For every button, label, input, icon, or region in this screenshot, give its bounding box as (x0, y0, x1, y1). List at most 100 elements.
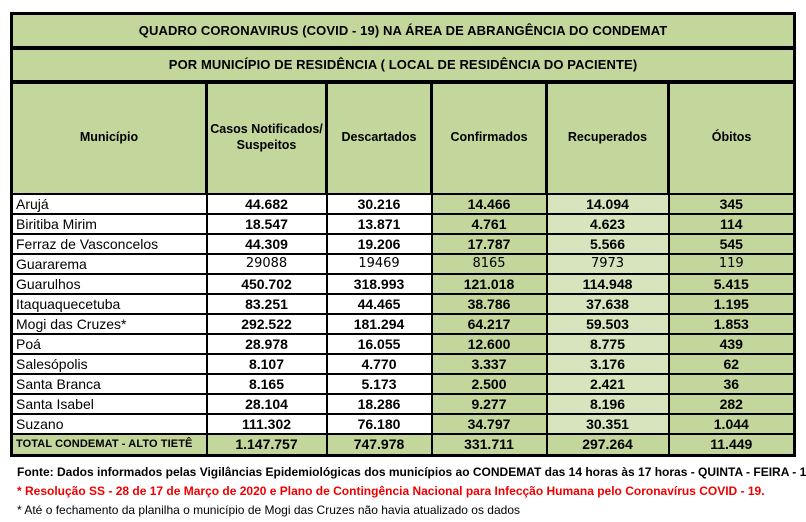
cell-notificados: 450.702 (205, 272, 328, 295)
cell-descartados: 5.173 (325, 372, 433, 395)
cell-notificados: 29088 (205, 252, 328, 275)
municipality-name: Santa Isabel (10, 392, 208, 415)
cell-recuperados: 8.196 (545, 392, 670, 415)
table-row: Suzano 111.302 76.180 34.797 30.351 1.04… (10, 412, 796, 435)
municipality-name: Suzano (10, 412, 208, 435)
cell-obitos: 114 (667, 212, 796, 235)
cell-recuperados: 30.351 (545, 412, 670, 435)
cell-obitos: 545 (667, 232, 796, 255)
source-note: Fonte: Dados informados pelas Vigilância… (17, 465, 806, 479)
cell-obitos: 5.415 (667, 272, 796, 295)
table-row: Arujá 44.682 30.216 14.466 14.094 345 (10, 192, 796, 215)
municipality-name: Itaquaquecetuba (10, 292, 208, 315)
cell-obitos: 439 (667, 332, 796, 355)
cell-descartados: 76.180 (325, 412, 433, 435)
cell-descartados: 318.993 (325, 272, 433, 295)
cell-recuperados: 5.566 (545, 232, 670, 255)
cell-obitos: 1.195 (667, 292, 796, 315)
municipality-name: Mogi das Cruzes* (10, 312, 208, 335)
title-row-main: QUADRO CORONAVIRUS (COVID - 19) NA ÁREA … (11, 13, 795, 50)
table-row: Ferraz de Vasconcelos 44.309 19.206 17.7… (10, 232, 796, 255)
cell-recuperados: 7973 (545, 252, 670, 275)
footer-notes: Fonte: Dados informados pelas Vigilância… (10, 457, 806, 520)
table-row: Mogi das Cruzes* 292.522 181.294 64.217 … (10, 312, 796, 335)
cell-obitos: 119 (667, 252, 796, 275)
total-confirmados: 331.711 (430, 432, 548, 457)
cell-obitos: 62 (667, 352, 796, 375)
cell-notificados: 8.107 (205, 352, 328, 375)
col-header-descartados: Descartados (325, 81, 433, 195)
col-header-municipio: Município (10, 81, 208, 195)
cell-confirmados: 4.761 (430, 212, 548, 235)
cell-descartados: 19469 (325, 252, 433, 275)
cell-obitos: 282 (667, 392, 796, 415)
cell-recuperados: 14.094 (545, 192, 670, 215)
cell-descartados: 18.286 (325, 392, 433, 415)
municipality-name: Guarulhos (10, 272, 208, 295)
table-row: Guarulhos 450.702 318.993 121.018 114.94… (10, 272, 796, 295)
table-subtitle: POR MUNICÍPIO DE RESIDÊNCIA ( LOCAL DE R… (11, 47, 795, 84)
municipality-name: Biritiba Mirim (10, 212, 208, 235)
cell-recuperados: 2.421 (545, 372, 670, 395)
total-descartados: 747.978 (325, 432, 433, 457)
municipality-name: Santa Branca (10, 372, 208, 395)
title-row-sub: POR MUNICÍPIO DE RESIDÊNCIA ( LOCAL DE R… (11, 47, 795, 84)
municipality-name: Ferraz de Vasconcelos (10, 232, 208, 255)
cell-notificados: 28.978 (205, 332, 328, 355)
municipality-name: Poá (10, 332, 208, 355)
col-header-confirmados: Confirmados (430, 81, 548, 195)
cell-notificados: 8.165 (205, 372, 328, 395)
cell-descartados: 30.216 (325, 192, 433, 215)
cell-notificados: 44.682 (205, 192, 328, 215)
cell-obitos: 36 (667, 372, 796, 395)
cell-recuperados: 8.775 (545, 332, 670, 355)
table-title: QUADRO CORONAVIRUS (COVID - 19) NA ÁREA … (11, 13, 795, 50)
cell-confirmados: 34.797 (430, 412, 548, 435)
cell-confirmados: 17.787 (430, 232, 548, 255)
header-row: Município Casos Notificados/ Suspeitos D… (10, 81, 797, 195)
cell-confirmados: 3.337 (430, 352, 548, 375)
cell-notificados: 28.104 (205, 392, 328, 415)
col-header-recuperados: Recuperados (545, 81, 670, 195)
cell-descartados: 19.206 (325, 232, 433, 255)
cell-confirmados: 2.500 (430, 372, 548, 395)
cell-notificados: 44.309 (205, 232, 328, 255)
table-body: Arujá 44.682 30.216 14.466 14.094 345 Bi… (10, 192, 796, 435)
cell-obitos: 345 (667, 192, 796, 215)
cell-descartados: 181.294 (325, 312, 433, 335)
cell-confirmados: 8165 (430, 252, 548, 275)
table-row: Biritiba Mirim 18.547 13.871 4.761 4.623… (10, 212, 796, 235)
table-row: Poá 28.978 16.055 12.600 8.775 439 (10, 332, 796, 355)
cell-notificados: 292.522 (205, 312, 328, 335)
cell-confirmados: 9.277 (430, 392, 548, 415)
cell-recuperados: 59.503 (545, 312, 670, 335)
col-header-obitos: Óbitos (666, 81, 797, 195)
cell-descartados: 4.770 (325, 352, 433, 375)
cell-confirmados: 121.018 (430, 272, 548, 295)
table-row: Guararema 29088 19469 8165 7973 119 (10, 252, 796, 275)
cell-recuperados: 3.176 (545, 352, 670, 375)
table-row: Santa Isabel 28.104 18.286 9.277 8.196 2… (10, 392, 796, 415)
municipality-name: Guararema (10, 252, 208, 275)
cell-confirmados: 64.217 (430, 312, 548, 335)
cell-confirmados: 38.786 (430, 292, 548, 315)
cell-notificados: 18.547 (205, 212, 328, 235)
table-row: Salesópolis 8.107 4.770 3.337 3.176 62 (10, 352, 796, 375)
total-notificados: 1.147.757 (205, 432, 328, 457)
cell-confirmados: 14.466 (430, 192, 548, 215)
total-obitos: 11.449 (667, 432, 796, 457)
cell-recuperados: 37.638 (545, 292, 670, 315)
cell-confirmados: 12.600 (430, 332, 548, 355)
cell-notificados: 111.302 (205, 412, 328, 435)
municipality-name: Salesópolis (10, 352, 208, 375)
table-row: Santa Branca 8.165 5.173 2.500 2.421 36 (10, 372, 796, 395)
total-recuperados: 297.264 (545, 432, 670, 457)
col-header-notificados: Casos Notificados/ Suspeitos (205, 81, 328, 195)
cell-obitos: 1.044 (667, 412, 796, 435)
cell-recuperados: 4.623 (545, 212, 670, 235)
table-row: Itaquaquecetuba 83.251 44.465 38.786 37.… (10, 292, 796, 315)
mogi-note: * Até o fechamento da planilha o municíp… (17, 503, 520, 517)
municipality-name: Arujá (10, 192, 208, 215)
total-row: TOTAL CONDEMAT - ALTO TIETÊ 1.147.757 74… (10, 432, 796, 457)
